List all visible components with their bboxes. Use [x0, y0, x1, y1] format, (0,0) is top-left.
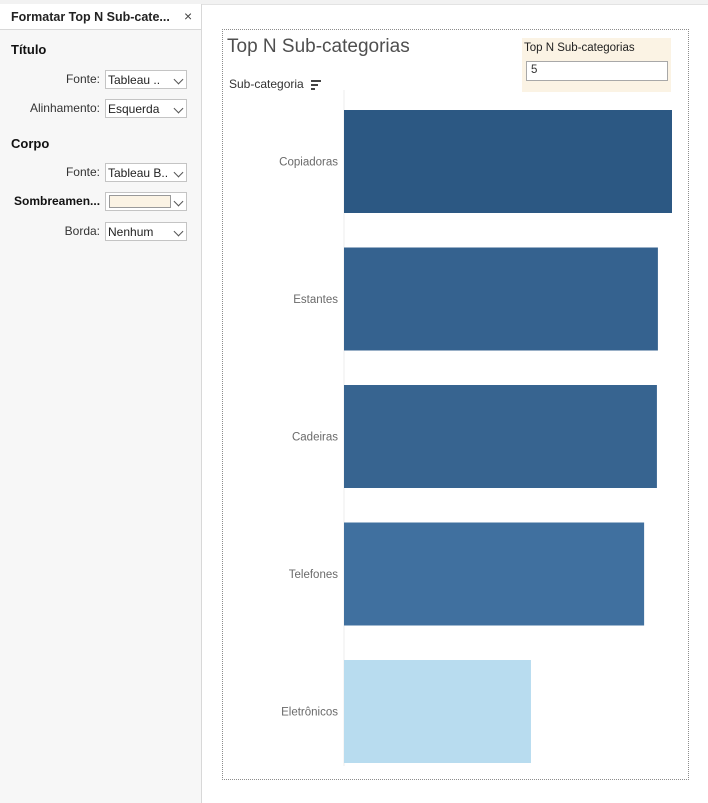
body-font-value: Tableau B..: [108, 166, 169, 180]
chevron-down-icon: [173, 226, 184, 237]
format-panel-title: Formatar Top N Sub-cate...: [11, 10, 170, 24]
body-shading-label: Sombreamen...: [14, 194, 101, 208]
body-border-dropdown[interactable]: Nenhum: [105, 222, 187, 241]
body-shading-color-picker[interactable]: [105, 192, 187, 211]
body-border-label: Borda:: [64, 224, 100, 238]
chevron-down-icon: [173, 74, 184, 85]
bar-2[interactable]: [344, 385, 657, 488]
bar-0[interactable]: [344, 110, 672, 213]
bar-chart: Copiadoras Estantes Cadeiras Telefones Eletr…: [279, 90, 672, 766]
chevron-down-icon: [173, 103, 184, 114]
chevron-down-icon: [173, 196, 184, 207]
category-label-0[interactable]: Copiadoras: [279, 157, 338, 169]
bar-1[interactable]: [344, 247, 658, 351]
window-top-strip: [0, 0, 708, 5]
body-font-dropdown[interactable]: Tableau B..: [105, 163, 187, 182]
bar-4[interactable]: [344, 660, 531, 763]
format-panel-header: Formatar Top N Sub-cate... ×: [0, 4, 201, 30]
bar-3[interactable]: [344, 522, 645, 626]
category-label-2[interactable]: Cadeiras: [292, 432, 338, 444]
parameter-title: Top N Sub-categorias: [524, 42, 635, 54]
title-alignment-dropdown[interactable]: Esquerda: [105, 99, 187, 118]
category-label-1[interactable]: Estantes: [293, 294, 338, 306]
parameter-card: Top N Sub-categorias 5: [522, 38, 671, 92]
body-section-heading: Corpo: [11, 136, 50, 151]
category-label-4[interactable]: Eletrônicos: [281, 707, 338, 719]
top-n-parameter-input[interactable]: 5: [526, 61, 668, 81]
category-label-3[interactable]: Telefones: [289, 569, 338, 581]
chevron-down-icon: [173, 167, 184, 178]
shading-color-swatch: [109, 195, 171, 208]
format-panel: Formatar Top N Sub-cate... × Título Font…: [0, 4, 202, 803]
title-font-label: Fonte:: [65, 72, 100, 86]
title-alignment-value: Esquerda: [108, 102, 160, 116]
title-alignment-label: Alinhamento:: [29, 101, 100, 115]
title-section-heading: Título: [11, 42, 47, 57]
sheet-title: Top N Sub-categorias: [227, 36, 410, 57]
body-font-label: Fonte:: [65, 165, 100, 179]
title-font-value: Tableau ..: [108, 73, 161, 87]
close-icon[interactable]: ×: [184, 8, 193, 24]
title-font-dropdown[interactable]: Tableau ..: [105, 70, 187, 89]
sort-descending-icon[interactable]: [311, 80, 321, 90]
axis-header-sub-categoria[interactable]: Sub-categoria: [229, 77, 304, 91]
body-border-value: Nenhum: [108, 225, 154, 239]
